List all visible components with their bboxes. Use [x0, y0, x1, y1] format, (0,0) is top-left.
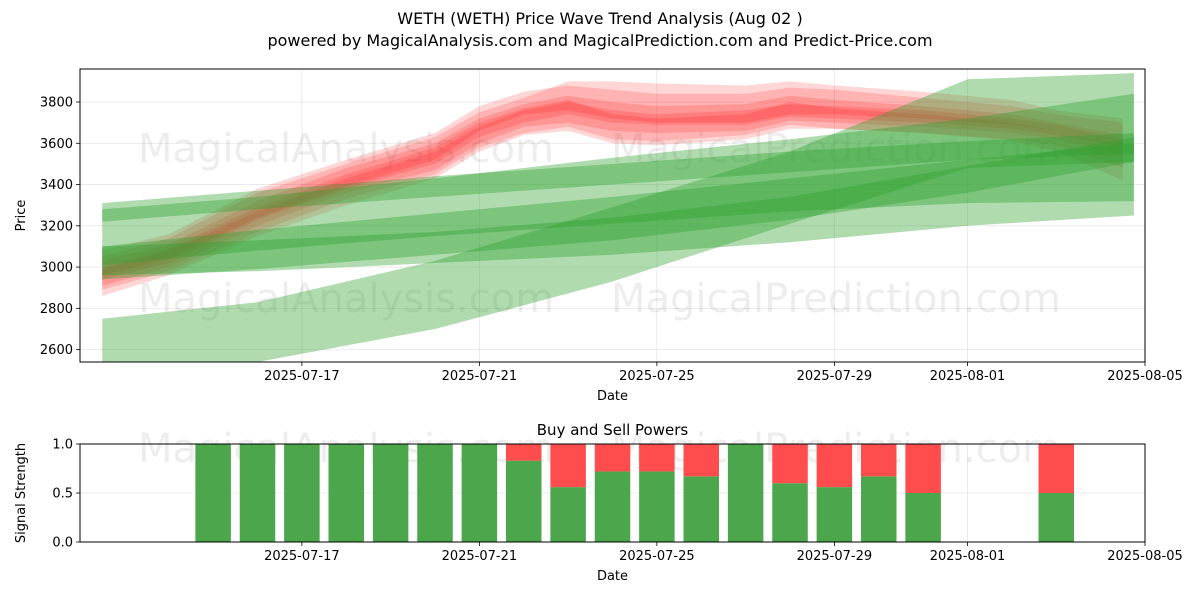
- buy-power-bar: [550, 487, 586, 542]
- buy-power-bar: [727, 444, 764, 542]
- y-axis-label: Signal Strength: [14, 443, 29, 543]
- sell-power-bar: [594, 444, 631, 472]
- x-tick-label: 2025-08-01: [930, 369, 1006, 384]
- y-axis-label: Price: [14, 200, 29, 232]
- sell-wave-band: [102, 102, 1123, 296]
- x-tick-label: 2025-07-21: [442, 369, 518, 384]
- x-tick-label: 2025-08-05: [1107, 369, 1183, 384]
- y-tick-label: 1.0: [52, 438, 73, 453]
- y-tick-label: 3000: [40, 261, 73, 276]
- x-tick-label: 2025-07-17: [264, 369, 340, 384]
- subplot-title: Buy and Sell Powers: [537, 421, 689, 439]
- figure-title: WETH (WETH) Price Wave Trend Analysis (A…: [397, 9, 803, 28]
- signal-bars: [195, 444, 1074, 542]
- sell-power-bar: [816, 444, 853, 488]
- buy-wave-band: [102, 73, 1134, 362]
- sell-power-bar: [1038, 444, 1074, 493]
- wave-bands: [102, 73, 1134, 362]
- grid-lines: [80, 69, 1146, 362]
- buy-sell-powers-chart: 2025-07-17 2025-07-21 2025-07-25 2025-07-29…: [14, 421, 1183, 584]
- buy-power-bar: [594, 471, 631, 542]
- plot-frame: [79, 443, 1146, 543]
- watermark-text: MagicalAnalysis.com: [138, 276, 554, 322]
- buy-power-bar: [195, 444, 231, 542]
- buy-wave-band: [102, 143, 1134, 265]
- buy-power-bar: [506, 460, 542, 542]
- x-tick-label: 2025-07-29: [797, 549, 873, 564]
- plot-frame: [79, 68, 1146, 363]
- x-tick-label: 2025-07-17: [264, 549, 340, 564]
- y-tick-label: 3800: [40, 96, 73, 111]
- sell-power-bar: [506, 444, 542, 461]
- y-tick-label: 0.0: [52, 536, 73, 551]
- buy-power-bar: [417, 444, 453, 542]
- figure-subtitle: powered by MagicalAnalysis.com and Magic…: [267, 31, 933, 50]
- sell-power-bar: [639, 444, 675, 472]
- buy-power-bar: [905, 493, 941, 542]
- buy-wave-band: [102, 93, 1134, 280]
- buy-power-bar: [239, 444, 276, 542]
- sell-power-bar: [861, 444, 897, 477]
- x-axis-label: Date: [597, 569, 628, 584]
- buy-power-bar: [328, 444, 364, 542]
- buy-wave-band: [102, 137, 1134, 276]
- sell-power-bar: [683, 444, 719, 477]
- sell-wave-band: [102, 85, 1123, 276]
- price-wave-chart: 2025-07-17 2025-07-21 2025-07-25 2025-07-29…: [14, 68, 1183, 404]
- watermark-text: MagicalPrediction.com: [611, 126, 1061, 172]
- buy-power-bar: [461, 444, 498, 542]
- y-tick-label: 2800: [40, 302, 73, 317]
- buy-power-bar: [639, 471, 675, 542]
- buy-power-bar: [772, 483, 808, 542]
- x-tick-label: 2025-08-05: [1107, 549, 1183, 564]
- x-tick-label: 2025-07-21: [442, 549, 518, 564]
- buy-power-bar: [683, 476, 719, 542]
- buy-power-bar: [284, 444, 320, 542]
- sell-power-bar: [550, 444, 586, 488]
- y-tick-label: 3400: [40, 178, 73, 193]
- y-tick-label: 2600: [40, 343, 73, 358]
- x-tick-label: 2025-07-25: [619, 549, 695, 564]
- y-tick-label: 3200: [40, 219, 73, 234]
- x-tick-label: 2025-07-25: [619, 369, 695, 384]
- sell-wave-band: [102, 100, 1123, 290]
- x-axis-label: Date: [597, 389, 628, 404]
- buy-power-bar: [1038, 493, 1074, 542]
- y-tick-label: 3600: [40, 137, 73, 152]
- watermark-text: MagicalPrediction.com: [611, 276, 1061, 322]
- sell-power-bar: [772, 444, 808, 484]
- buy-power-bar: [372, 444, 409, 542]
- plot-area: [80, 69, 1145, 362]
- sell-wave-band: [102, 95, 1123, 286]
- buy-wave-band: [102, 133, 1134, 222]
- x-tick-label: 2025-07-29: [797, 369, 873, 384]
- sell-power-bar: [905, 444, 941, 493]
- buy-power-bar: [816, 487, 853, 542]
- y-tick-label: 0.5: [52, 487, 73, 502]
- watermark-text: MagicalAnalysis.com: [138, 126, 554, 172]
- sell-wave-band: [102, 81, 1123, 280]
- buy-power-bar: [861, 476, 897, 542]
- watermarks: MagicalAnalysis.com MagicalPrediction.com…: [138, 126, 1061, 322]
- x-tick-label: 2025-08-01: [930, 549, 1006, 564]
